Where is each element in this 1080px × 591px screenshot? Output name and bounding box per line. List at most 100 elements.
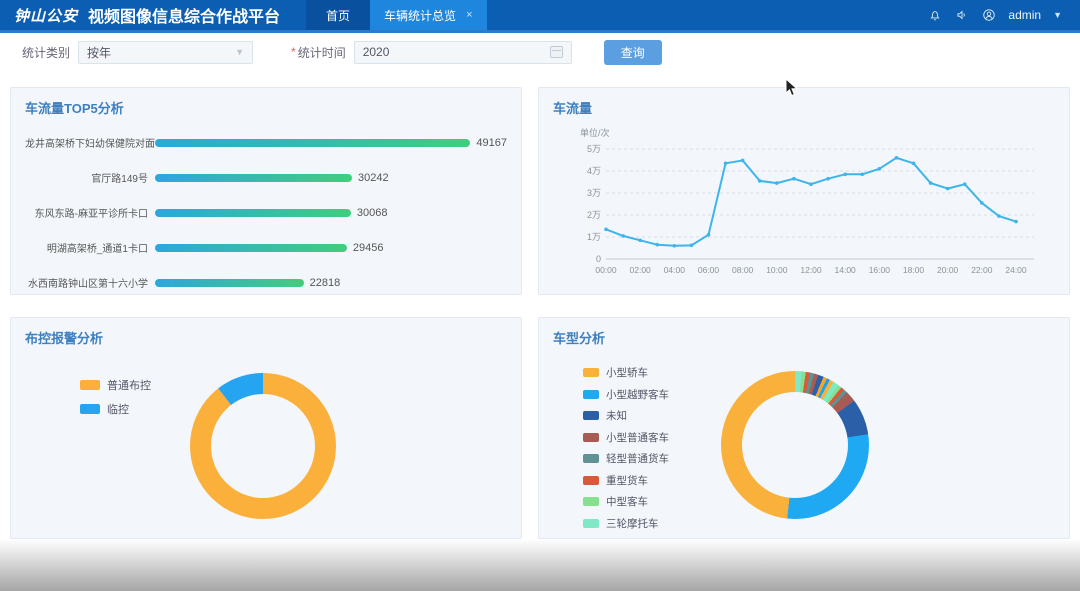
bar-segment[interactable] xyxy=(155,243,347,252)
legend-item[interactable]: 小型越野客车 xyxy=(583,387,713,402)
legend-swatch xyxy=(80,404,100,414)
time-input[interactable]: 2020 xyxy=(353,40,572,64)
svg-text:12:00: 12:00 xyxy=(800,265,822,275)
legend-label: 中型客车 xyxy=(606,496,648,508)
top5-bar-row: 明湖高架桥_通道1卡口 29456 xyxy=(25,230,507,265)
legend-swatch xyxy=(583,411,599,420)
panel-flow-title: 车流量 xyxy=(553,101,593,116)
legend-label: 未知 xyxy=(606,410,627,422)
dashboard-grid: 车流量TOP5分析 龙井高架桥下妇幼保健院对面 49167 官厅路149号 30242… xyxy=(0,71,1080,539)
chevron-down-icon: ▼ xyxy=(235,47,245,57)
flow-line-chart: 0 1万 2万 3万 4万 5万 单位/次 00:00 02:00 04:00 06:00 08:00… xyxy=(580,127,1034,275)
panel-vehicle: 车型分析 小型轿车小型越野客车未知小型普通客车 轻型普通货车 重型货车中型客车三轮摩… xyxy=(538,317,1070,539)
legend-swatch xyxy=(80,380,100,390)
alarm-donut-chart xyxy=(190,373,336,519)
tab-home[interactable]: 首页 xyxy=(306,0,371,30)
user-avatar-icon[interactable] xyxy=(981,8,996,23)
legend-item[interactable]: 三轮摩托车 xyxy=(583,516,713,531)
category-label: 统计类别 xyxy=(22,45,71,60)
tab-close-icon[interactable]: × xyxy=(466,9,473,21)
bar-segment[interactable] xyxy=(155,208,351,217)
bar-segment[interactable] xyxy=(155,138,471,147)
bottom-fade xyxy=(0,539,1080,591)
top-header: 钟山公安 视频图像信息综合作战平台 首页 车辆统计总览 × admin ▼ xyxy=(0,0,1080,33)
panel-alarm: 布控报警分析 普通布控临控 xyxy=(10,317,522,539)
legend-item[interactable]: 普通布控 xyxy=(80,377,190,393)
legend-item[interactable]: 未知 xyxy=(583,408,713,423)
legend-label: 小型普通客车 xyxy=(606,431,669,444)
legend-swatch xyxy=(583,432,599,442)
legend-item[interactable]: 小型轿车 xyxy=(583,365,713,380)
panel-alarm-title: 布控报警分析 xyxy=(25,331,104,346)
svg-text:3万: 3万 xyxy=(587,188,601,198)
bar-category-label: 东风东路-麻亚平诊所卡口 xyxy=(34,209,148,220)
svg-text:1万: 1万 xyxy=(587,232,601,242)
legend-label: 中型普通客车 xyxy=(606,537,669,538)
top5-bar-row: 官厅路149号 30242 xyxy=(25,160,507,195)
tab-vehicle-statistics[interactable]: 车辆统计总览 × xyxy=(370,0,487,30)
svg-text:10:00: 10:00 xyxy=(766,265,788,275)
legend-swatch xyxy=(583,475,599,485)
legend-item[interactable]: 中型普通客车 xyxy=(583,537,713,538)
top5-bar-row: 水西南路钟山区第十六小学 22818 xyxy=(25,265,507,294)
header-user-area: admin ▼ xyxy=(927,0,1080,30)
svg-text:04:00: 04:00 xyxy=(664,265,686,275)
legend-item[interactable]: 轻型普通货车 xyxy=(583,451,713,466)
bar-value-label: 29456 xyxy=(352,241,384,254)
bar-segment[interactable] xyxy=(155,278,304,287)
svg-text:2万: 2万 xyxy=(587,210,601,220)
bar-category-label: 明湖高架桥_通道1卡口 xyxy=(46,244,148,255)
legend-label: 小型轿车 xyxy=(606,367,648,379)
legend-swatch xyxy=(583,368,599,377)
legend-label: 普通布控 xyxy=(107,380,151,392)
search-button[interactable]: 查询 xyxy=(603,39,662,65)
top5-bar-chart: 龙井高架桥下妇幼保健院对面 49167 官厅路149号 30242 东风东路-麻亚平诊所… xyxy=(25,125,507,294)
legend-swatch xyxy=(583,389,599,399)
legend-item[interactable]: 小型普通客车 xyxy=(583,430,713,445)
user-menu-caret-icon[interactable]: ▼ xyxy=(1053,10,1062,20)
calendar-icon xyxy=(549,46,563,58)
svg-text:02:00: 02:00 xyxy=(630,265,652,275)
legend-item[interactable]: 临控 xyxy=(80,401,190,417)
filter-bar: 统计类别 按年 ▼ * 统计时间 2020 查询 xyxy=(0,33,1080,71)
svg-text:16:00: 16:00 xyxy=(869,265,891,275)
tab-bar: 首页 车辆统计总览 × xyxy=(306,0,487,30)
svg-text:5万: 5万 xyxy=(587,144,601,154)
category-select[interactable]: 按年 ▼ xyxy=(78,40,254,64)
svg-text:单位/次: 单位/次 xyxy=(580,127,610,138)
bar-value-label: 30242 xyxy=(358,171,389,184)
vehicle-legend: 小型轿车小型越野客车未知小型普通客车轻型普通货车重型货车中型客车三轮摩托车中型普… xyxy=(583,359,713,538)
legend-item[interactable]: 中型客车 xyxy=(583,494,713,509)
panel-top5-title: 车流量TOP5分析 xyxy=(25,101,124,116)
legend-item[interactable]: 重型货车 xyxy=(583,473,713,488)
speaker-icon[interactable] xyxy=(954,8,969,23)
legend-label: 三轮摩托车 xyxy=(606,517,659,530)
bar-value-label: 49167 xyxy=(476,136,507,149)
time-label: 统计时间 xyxy=(297,45,346,60)
svg-text:20:00: 20:00 xyxy=(937,265,959,275)
svg-text:06:00: 06:00 xyxy=(698,265,720,275)
required-asterisk: * xyxy=(291,45,296,59)
svg-text:22:00: 22:00 xyxy=(971,265,993,275)
legend-swatch xyxy=(583,497,599,506)
legend-swatch xyxy=(583,454,599,463)
panel-flow: 车流量 0 1万 2万 3万 4万 5万 单位/次 00:00 02:00 04:00 06:00 0… xyxy=(538,87,1070,295)
svg-text:0: 0 xyxy=(596,254,601,264)
svg-text:08:00: 08:00 xyxy=(732,265,754,275)
svg-text:24:00: 24:00 xyxy=(1005,265,1027,275)
top5-bar-row: 龙井高架桥下妇幼保健院对面 49167 xyxy=(25,125,507,160)
legend-label: 重型货车 xyxy=(606,474,648,487)
agency-logo: 钟山公安 xyxy=(14,6,79,25)
legend-label: 轻型普通货车 xyxy=(606,453,669,465)
panel-vehicle-title: 车型分析 xyxy=(553,331,606,346)
panel-top5: 车流量TOP5分析 龙井高架桥下妇幼保健院对面 49167 官厅路149号 30242… xyxy=(10,87,522,295)
svg-text:18:00: 18:00 xyxy=(903,265,925,275)
vehicle-donut-chart xyxy=(721,371,869,519)
svg-text:00:00: 00:00 xyxy=(595,265,617,275)
bell-icon[interactable] xyxy=(927,8,942,23)
bar-segment[interactable] xyxy=(155,173,353,182)
svg-text:4万: 4万 xyxy=(587,166,601,176)
legend-swatch xyxy=(583,518,599,528)
legend-label: 临控 xyxy=(107,404,129,416)
bar-category-label: 龙井高架桥下妇幼保健院对面 xyxy=(25,139,155,150)
